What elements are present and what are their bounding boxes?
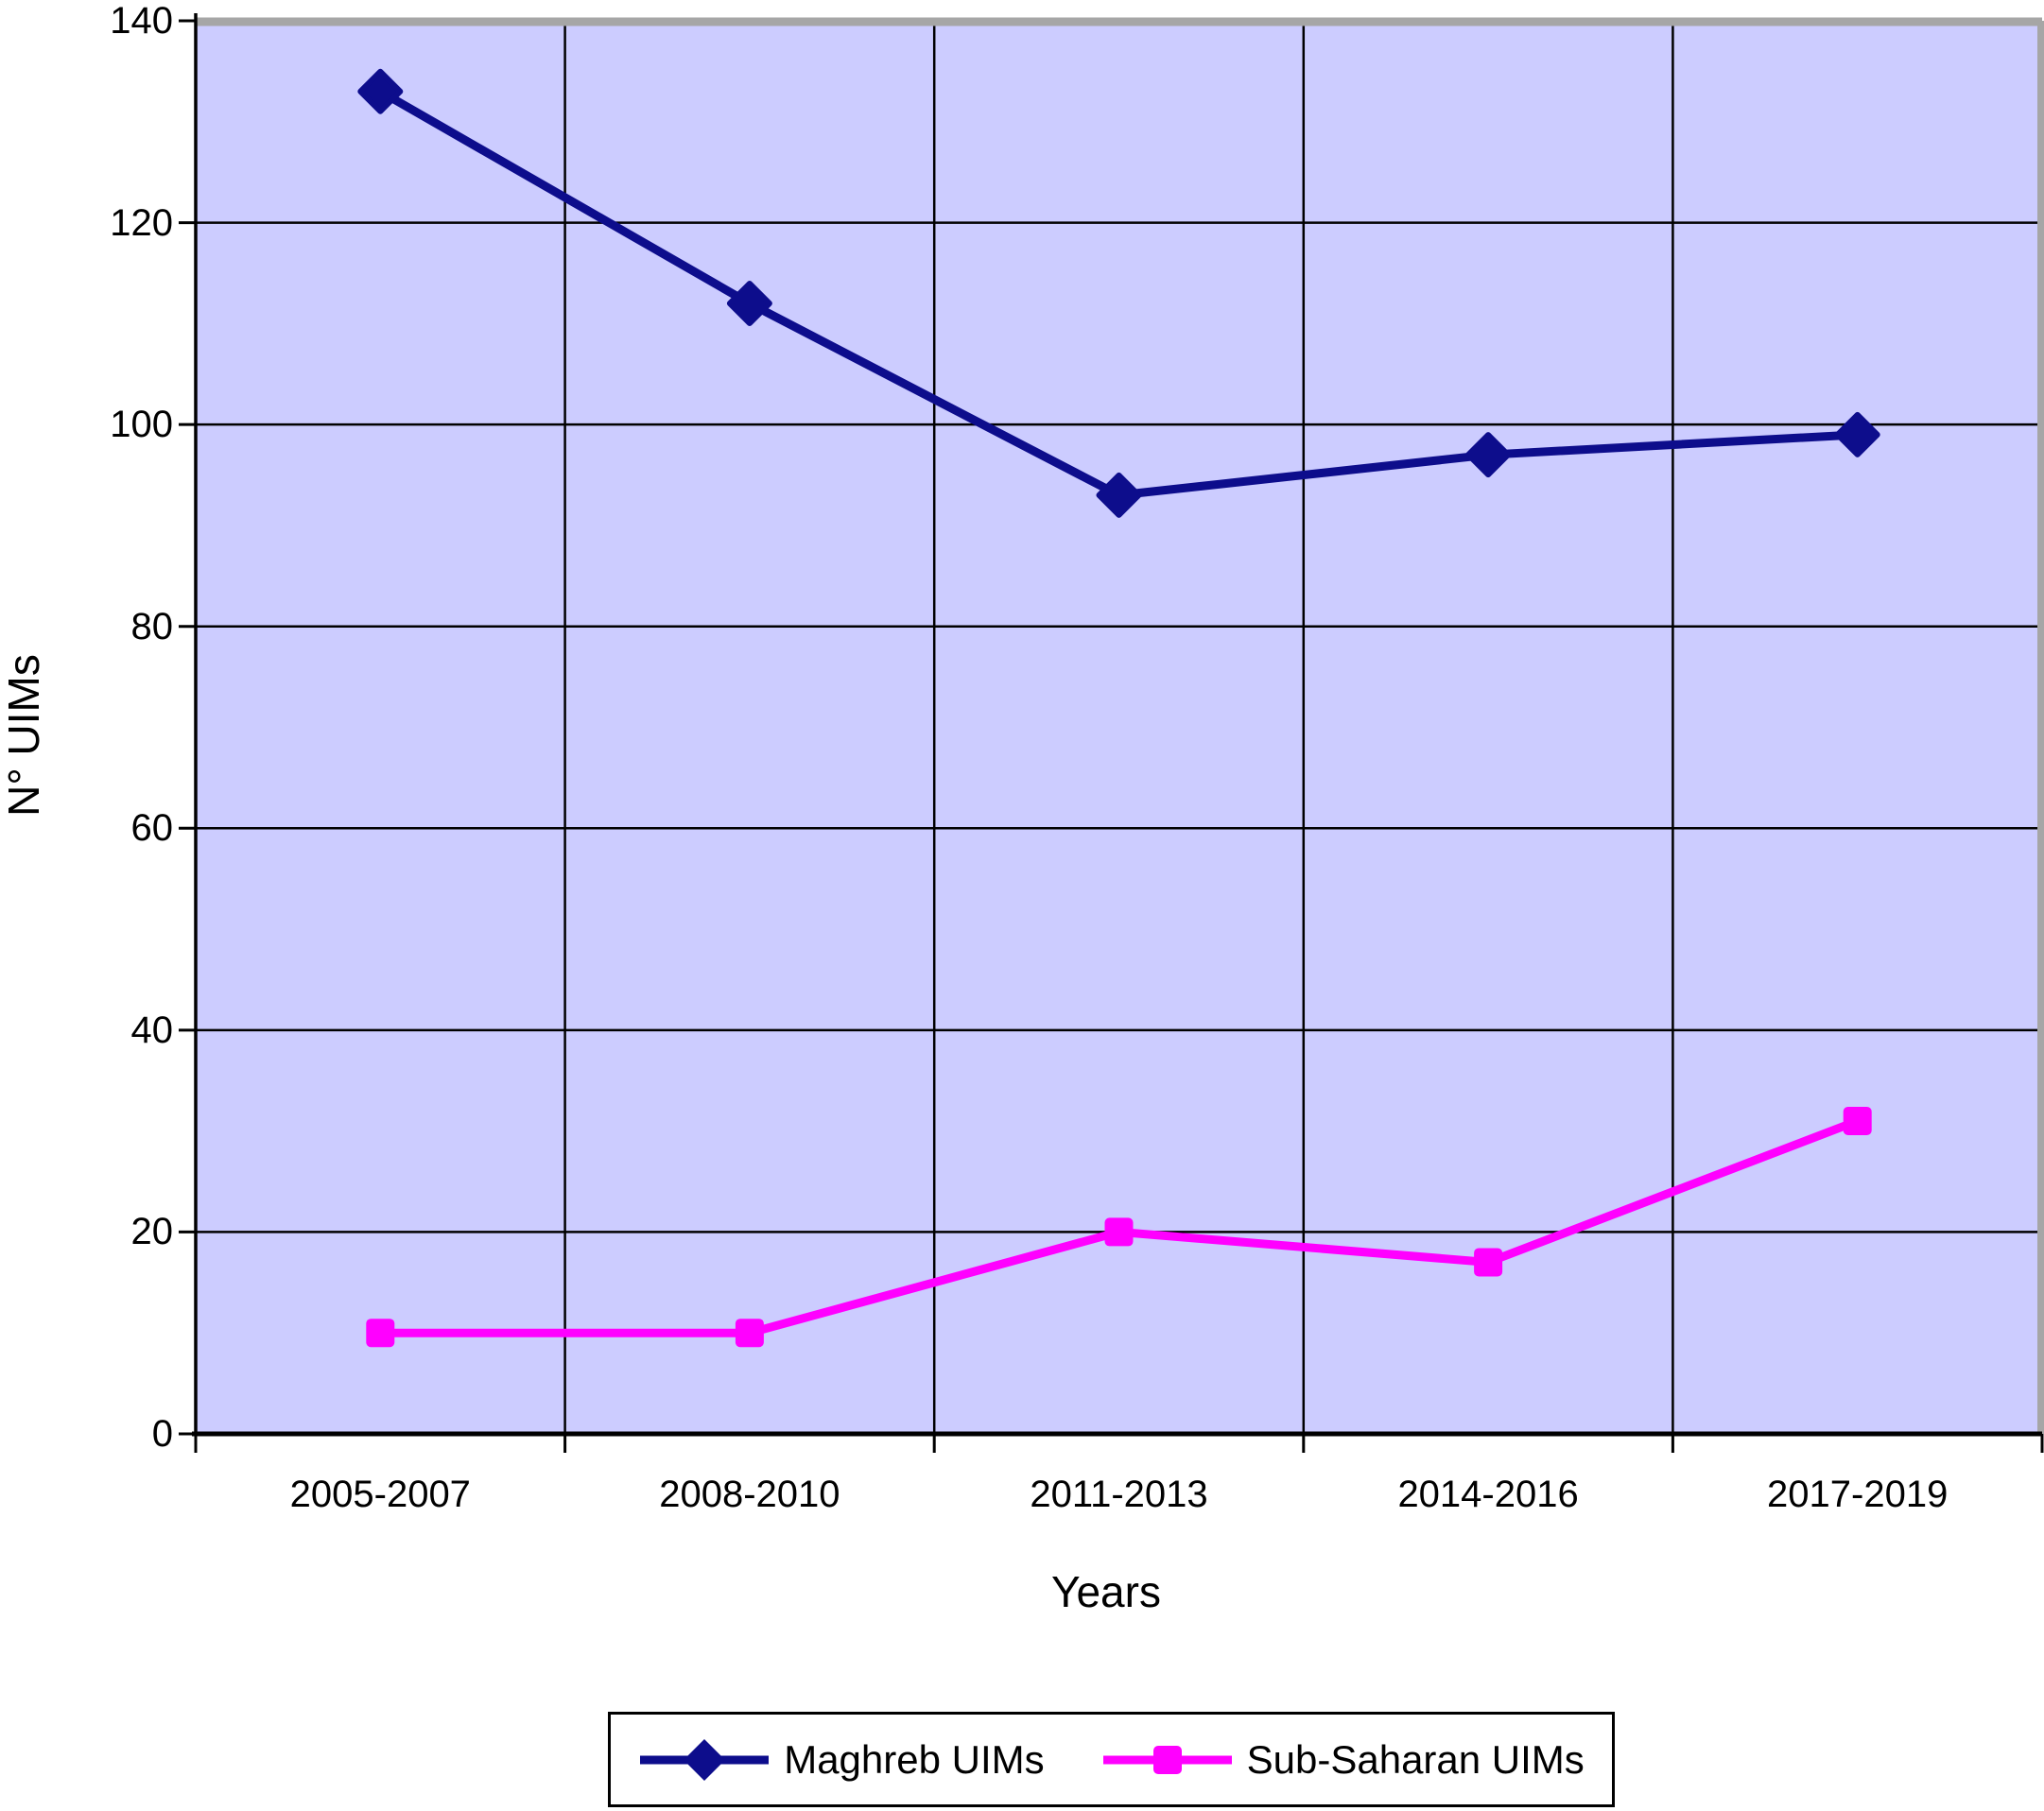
diamond-marker-icon (1465, 432, 1512, 478)
square-marker-icon (366, 1319, 395, 1348)
x-category-label: 2008-2010 (659, 1474, 840, 1515)
diamond-marker-icon (684, 1738, 726, 1781)
square-marker-icon (1474, 1248, 1503, 1277)
legend-label-maghreb: Maghreb UIMs (784, 1736, 1045, 1782)
y-axis-title: N° UIMs (0, 654, 48, 817)
square-marker-icon (1843, 1106, 1872, 1135)
y-tick-label: 80 (130, 605, 174, 647)
y-tick-label: 0 (151, 1413, 173, 1455)
legend-label-subsaharan: Sub-Saharan UIMs (1246, 1736, 1585, 1782)
x-category-label: 2014-2016 (1397, 1474, 1579, 1515)
square-marker-icon (1152, 1745, 1182, 1774)
legend-entry-subsaharan: Sub-Saharan UIMs (1101, 1732, 1585, 1788)
x-category-label: 2005-2007 (289, 1474, 471, 1515)
diamond-marker-icon (1096, 472, 1142, 518)
legend-entry-maghreb: Maghreb UIMs (638, 1732, 1045, 1788)
y-tick-label: 100 (110, 404, 173, 446)
diamond-marker-icon (726, 281, 772, 326)
legend: Maghreb UIMs Sub-Saharan UIMs (608, 1712, 1615, 1807)
subsaharan-line-swatch (1102, 1745, 1232, 1774)
diamond-marker-icon (1834, 411, 1880, 457)
x-axis-title: Years (1051, 1567, 1161, 1616)
plot-area (196, 21, 2042, 1434)
y-tick-label: 20 (130, 1211, 174, 1253)
y-tick-label: 40 (130, 1009, 174, 1051)
y-tick-label: 140 (110, 0, 173, 42)
y-tick-label: 120 (110, 201, 173, 244)
x-category-label: 2017-2019 (1767, 1474, 1949, 1515)
square-marker-icon (1104, 1217, 1134, 1247)
x-category-label: 2011-2013 (1030, 1474, 1208, 1515)
square-marker-icon (735, 1319, 764, 1348)
diamond-marker-icon (357, 68, 404, 114)
y-tick-label: 60 (130, 807, 174, 850)
maghreb-line-swatch (640, 1738, 770, 1781)
